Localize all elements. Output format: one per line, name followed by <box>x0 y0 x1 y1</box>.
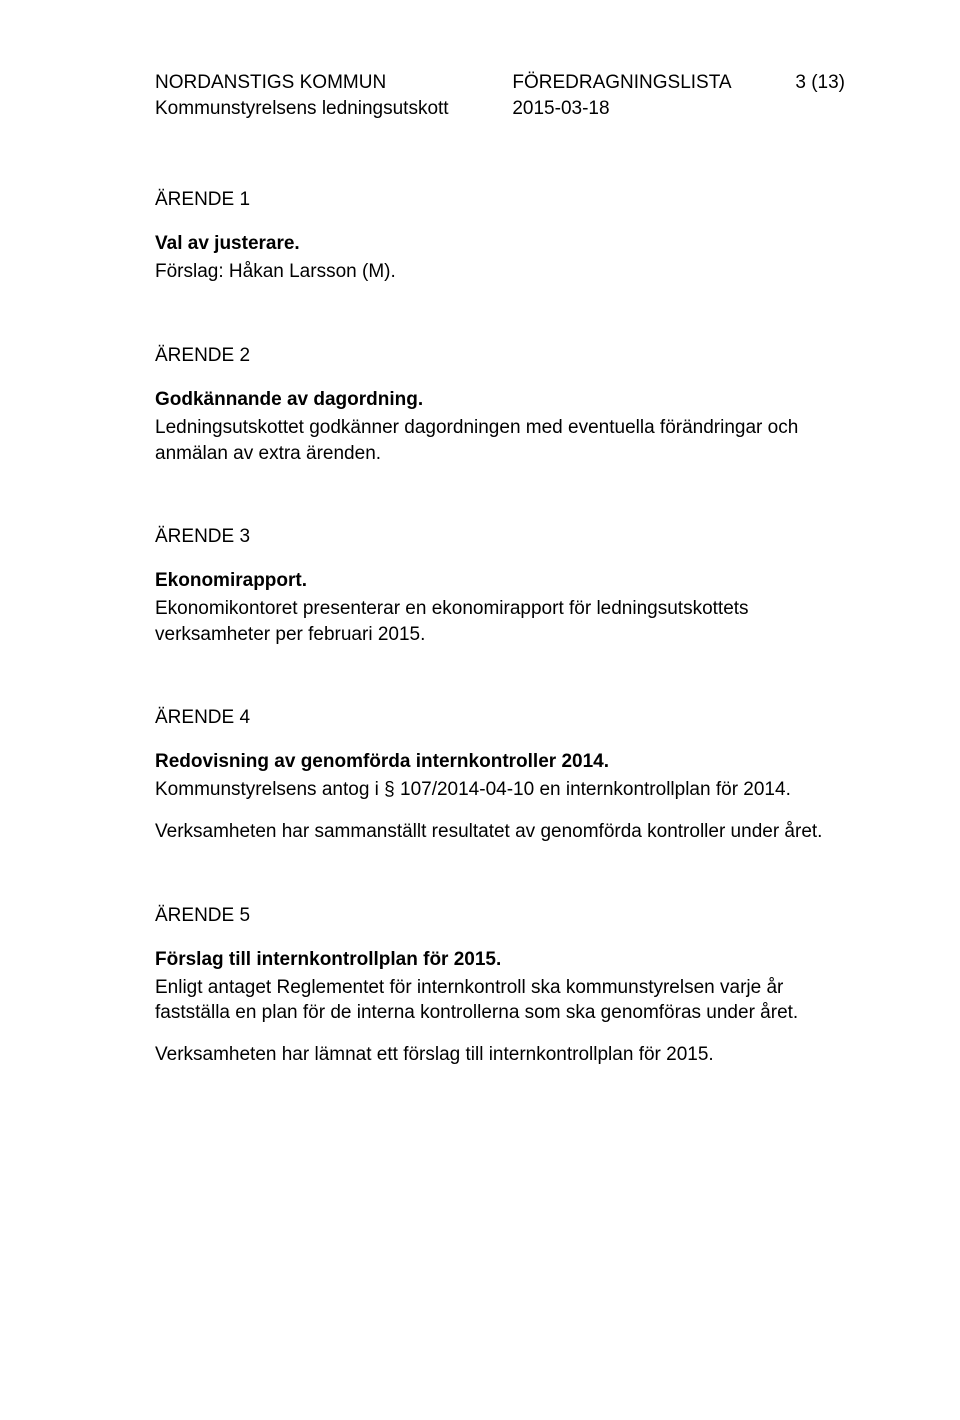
section-paragraph: Verksamheten har lämnat ett förslag till… <box>155 1042 845 1068</box>
section-heading: ÄRENDE 4 <box>155 707 845 729</box>
header-subunit: Kommunstyrelsens ledningsutskott <box>155 96 449 122</box>
arende-1: ÄRENDE 1 Val av justerare. Förslag: Håka… <box>155 189 845 285</box>
header-page-indicator: 3 (13) <box>795 70 845 96</box>
header-doc-title: FÖREDRAGNINGSLISTA <box>512 70 731 96</box>
header-left: NORDANSTIGS KOMMUN Kommunstyrelsens ledn… <box>155 70 449 121</box>
arende-2: ÄRENDE 2 Godkännande av dagordning. Ledn… <box>155 345 845 466</box>
section-title: Godkännande av dagordning. <box>155 389 845 411</box>
section-heading: ÄRENDE 3 <box>155 526 845 548</box>
document-header: NORDANSTIGS KOMMUN Kommunstyrelsens ledn… <box>155 70 845 121</box>
header-date: 2015-03-18 <box>512 96 731 122</box>
section-title: Ekonomirapport. <box>155 570 845 592</box>
section-title: Redovisning av genomförda internkontroll… <box>155 751 845 773</box>
document-page: NORDANSTIGS KOMMUN Kommunstyrelsens ledn… <box>0 0 960 1420</box>
section-title: Val av justerare. <box>155 233 845 255</box>
header-center: FÖREDRAGNINGSLISTA 2015-03-18 <box>512 70 731 121</box>
section-paragraph: Kommunstyrelsens antog i § 107/2014-04-1… <box>155 777 845 803</box>
section-title: Förslag till internkontrollplan för 2015… <box>155 949 845 971</box>
header-right: 3 (13) <box>795 70 845 96</box>
arende-5: ÄRENDE 5 Förslag till internkontrollplan… <box>155 905 845 1068</box>
arende-3: ÄRENDE 3 Ekonomirapport. Ekonomikontoret… <box>155 526 845 647</box>
section-heading: ÄRENDE 2 <box>155 345 845 367</box>
header-org: NORDANSTIGS KOMMUN <box>155 70 449 96</box>
section-heading: ÄRENDE 5 <box>155 905 845 927</box>
section-paragraph: Verksamheten har sammanställt resultatet… <box>155 819 845 845</box>
section-paragraph: Ekonomikontoret presenterar en ekonomira… <box>155 596 845 647</box>
section-heading: ÄRENDE 1 <box>155 189 845 211</box>
section-paragraph: Enligt antaget Reglementet för internkon… <box>155 975 845 1026</box>
section-paragraph: Förslag: Håkan Larsson (M). <box>155 259 845 285</box>
section-paragraph: Ledningsutskottet godkänner dagordningen… <box>155 415 845 466</box>
arende-4: ÄRENDE 4 Redovisning av genomförda inter… <box>155 707 845 844</box>
